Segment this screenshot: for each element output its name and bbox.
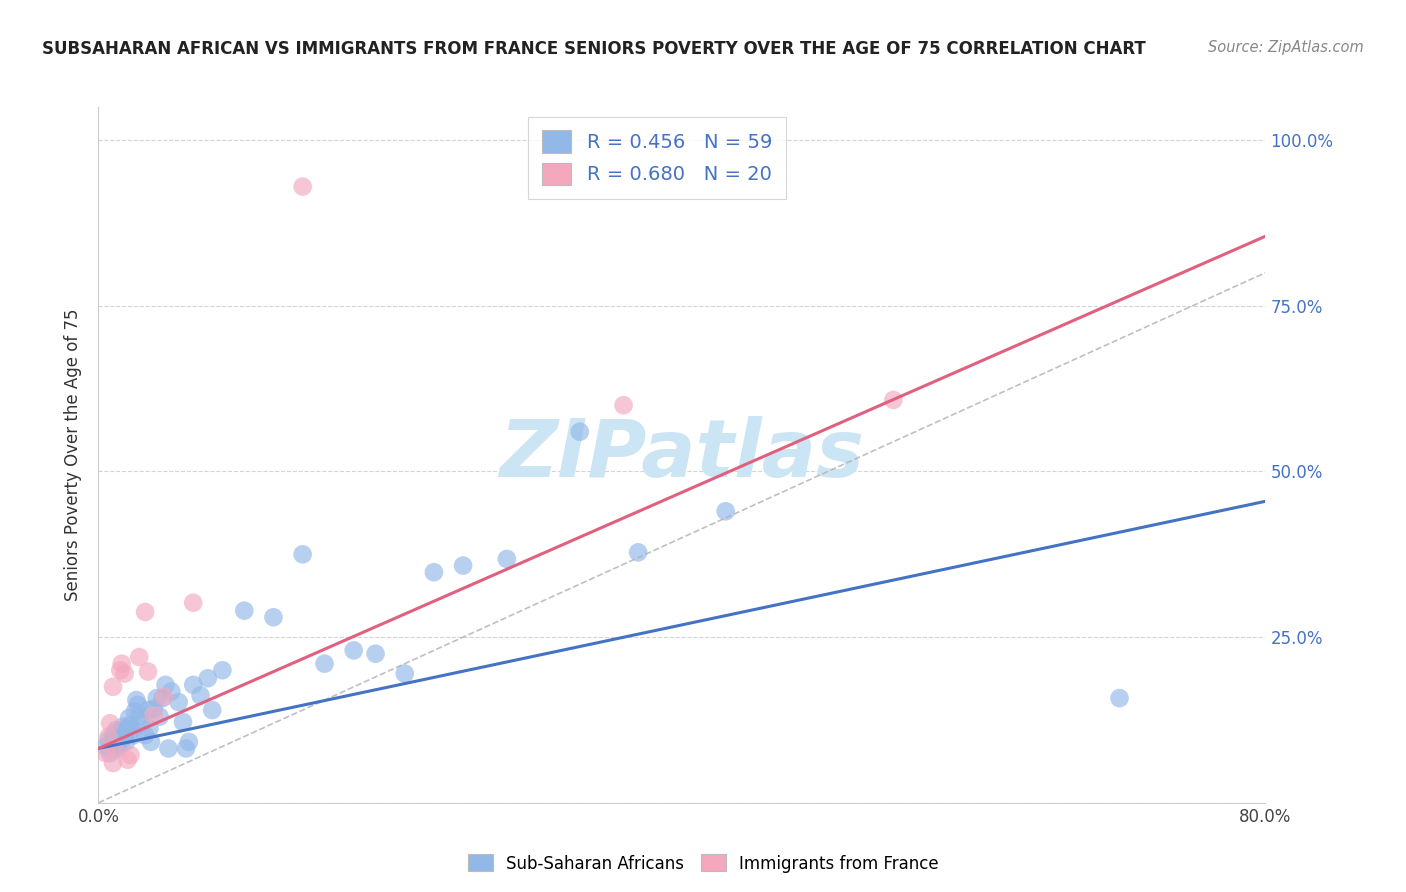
Point — [108, 731, 131, 745]
Point — [134, 605, 156, 619]
Point — [152, 691, 174, 706]
Point — [146, 691, 169, 706]
Point — [98, 746, 121, 760]
Point — [149, 709, 172, 723]
Point — [291, 179, 314, 194]
Point — [97, 730, 120, 744]
Point — [181, 678, 204, 692]
Point — [98, 716, 121, 731]
Point — [211, 663, 233, 677]
Point — [94, 746, 117, 760]
Point — [496, 552, 519, 566]
Point — [128, 709, 150, 723]
Point — [115, 735, 138, 749]
Point — [117, 753, 139, 767]
Point — [142, 708, 165, 723]
Point — [110, 738, 132, 752]
Point — [103, 741, 125, 756]
Point — [262, 610, 284, 624]
Point — [101, 730, 124, 744]
Point — [127, 698, 149, 712]
Point — [142, 702, 165, 716]
Point — [117, 722, 139, 736]
Text: Source: ZipAtlas.com: Source: ZipAtlas.com — [1208, 40, 1364, 55]
Point — [128, 650, 150, 665]
Point — [136, 703, 159, 717]
Text: SUBSAHARAN AFRICAN VS IMMIGRANTS FROM FRANCE SENIORS POVERTY OVER THE AGE OF 75 : SUBSAHARAN AFRICAN VS IMMIGRANTS FROM FR… — [42, 40, 1146, 58]
Point — [100, 736, 122, 750]
Point — [101, 756, 124, 770]
Point — [153, 690, 176, 704]
Point — [139, 735, 162, 749]
Text: ZIPatlas: ZIPatlas — [499, 416, 865, 494]
Point — [172, 714, 194, 729]
Point — [110, 663, 132, 677]
Point — [423, 565, 446, 579]
Point — [104, 723, 127, 737]
Point — [167, 695, 190, 709]
Legend: R = 0.456   N = 59, R = 0.680   N = 20: R = 0.456 N = 59, R = 0.680 N = 20 — [529, 117, 786, 199]
Point — [343, 643, 366, 657]
Point — [101, 735, 124, 749]
Point — [364, 647, 387, 661]
Point — [134, 728, 156, 742]
Point — [155, 678, 177, 692]
Point — [394, 666, 416, 681]
Point — [233, 604, 256, 618]
Point — [160, 684, 183, 698]
Point — [138, 722, 160, 736]
Point — [122, 728, 145, 742]
Point — [97, 732, 120, 747]
Point — [125, 693, 148, 707]
Point — [190, 689, 212, 703]
Y-axis label: Seniors Poverty Over the Age of 75: Seniors Poverty Over the Age of 75 — [65, 309, 83, 601]
Point — [114, 730, 136, 744]
Point — [291, 547, 314, 561]
Point — [118, 711, 141, 725]
Point — [612, 398, 634, 412]
Point — [177, 735, 200, 749]
Point — [174, 741, 197, 756]
Point — [627, 545, 650, 559]
Point — [197, 671, 219, 685]
Point — [568, 425, 591, 439]
Point — [104, 726, 127, 740]
Point — [112, 720, 135, 734]
Point — [882, 392, 904, 407]
Point — [120, 748, 142, 763]
Legend: Sub-Saharan Africans, Immigrants from France: Sub-Saharan Africans, Immigrants from Fr… — [461, 847, 945, 880]
Point — [120, 717, 142, 731]
Point — [111, 657, 134, 671]
Point — [94, 739, 117, 754]
Point — [121, 723, 143, 737]
Point — [451, 558, 474, 573]
Point — [714, 504, 737, 518]
Point — [1108, 691, 1130, 706]
Point — [136, 665, 159, 679]
Point — [314, 657, 336, 671]
Point — [131, 716, 153, 731]
Point — [124, 704, 146, 718]
Point — [157, 741, 180, 756]
Point — [111, 724, 134, 739]
Point — [181, 596, 204, 610]
Point — [101, 680, 124, 694]
Point — [201, 703, 224, 717]
Point — [114, 666, 136, 681]
Point — [105, 741, 128, 756]
